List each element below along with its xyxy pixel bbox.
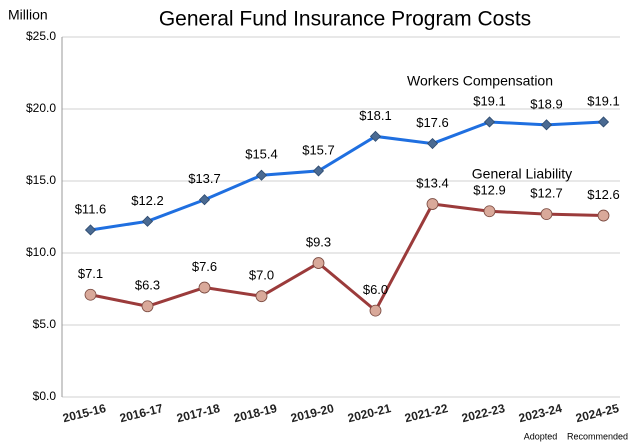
x-tick-label: 2022-23 — [460, 401, 506, 425]
data-label: $18.9 — [530, 96, 563, 111]
data-label: $15.4 — [245, 147, 278, 162]
data-label: $12.9 — [473, 183, 506, 198]
series-line — [90, 202, 604, 313]
data-label: $19.1 — [587, 93, 620, 108]
x-tick-label: 2017-18 — [175, 401, 221, 425]
marker — [141, 215, 154, 227]
x-tick-label: 2023-24 — [517, 401, 563, 425]
x-tick-label: 2019-20 — [289, 401, 335, 425]
marker — [255, 169, 268, 181]
chart-title: General Fund Insurance Program Costs — [159, 8, 531, 31]
y-tick-label: $25.0 — [26, 29, 56, 43]
y-tick-label: $15.0 — [26, 173, 56, 187]
x-tick-label: 2020-21 — [346, 401, 392, 425]
marker — [483, 205, 496, 218]
marker — [141, 300, 154, 313]
y-tick-label: $0.0 — [33, 389, 57, 403]
marker — [198, 281, 211, 294]
data-label: $13.7 — [188, 171, 221, 186]
data-label: $12.6 — [587, 187, 620, 202]
data-label: $18.1 — [359, 108, 392, 123]
marker — [483, 116, 496, 128]
y-axis-label: Million — [8, 7, 48, 23]
data-label: $11.6 — [75, 201, 107, 216]
data-label: $7.0 — [249, 268, 274, 283]
marker — [426, 137, 439, 150]
marker — [312, 257, 325, 269]
marker — [369, 130, 382, 142]
marker — [198, 194, 211, 206]
marker — [426, 198, 439, 210]
marker — [84, 288, 97, 301]
x-tick-label: 2018-19 — [232, 401, 278, 425]
marker — [369, 304, 382, 317]
data-label: $13.4 — [416, 175, 449, 190]
data-label: $6.0 — [363, 282, 388, 297]
marker — [597, 116, 610, 128]
data-label: $6.3 — [135, 278, 160, 293]
marker — [540, 208, 553, 221]
category-note: Adopted — [524, 431, 558, 441]
data-label: $17.6 — [416, 115, 449, 130]
series-line — [90, 120, 604, 232]
data-label: $7.6 — [192, 259, 217, 274]
marker — [597, 209, 610, 222]
marker — [84, 224, 97, 236]
data-label: $12.7 — [530, 186, 563, 201]
category-note: Recommended — [567, 431, 628, 441]
y-tick-label: $10.0 — [26, 245, 56, 259]
y-tick-label: $5.0 — [33, 317, 57, 331]
data-label: $19.1 — [473, 93, 506, 108]
legend-label: General Liability — [472, 166, 572, 182]
marker — [255, 290, 268, 303]
legend-label: Workers Compensation — [407, 73, 553, 89]
x-tick-label: 2024-25 — [574, 401, 620, 425]
data-label: $12.2 — [131, 193, 164, 208]
marker — [540, 119, 553, 131]
data-label: $15.7 — [302, 142, 335, 157]
x-tick-label: 2016-17 — [118, 401, 164, 425]
x-tick-label: 2015-16 — [61, 401, 107, 425]
marker — [312, 165, 325, 177]
y-tick-label: $20.0 — [26, 101, 56, 115]
data-label: $7.1 — [78, 266, 103, 281]
x-tick-label: 2021-22 — [403, 401, 449, 425]
data-label: $9.3 — [306, 235, 331, 250]
